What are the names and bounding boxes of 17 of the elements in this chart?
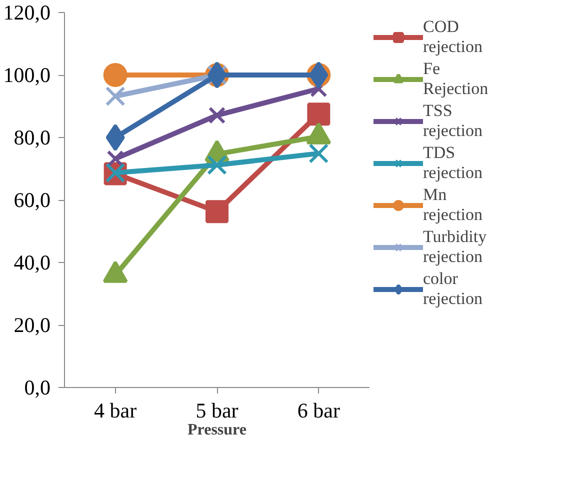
y-tick-label: 60,0 [14, 188, 50, 212]
y-tick-label: 0,0 [24, 376, 50, 400]
y-tick-label: 120,0 [3, 0, 50, 24]
y-tick-label: 40,0 [14, 250, 50, 274]
legend-label: color rejection [423, 268, 482, 310]
y-tick-label: 80,0 [14, 126, 50, 150]
legend-label: Fe Rejection [423, 58, 488, 100]
y-tick-label: 100,0 [3, 63, 50, 87]
x-axis-title: Pressure [188, 422, 246, 438]
legend-label: COD rejection [423, 16, 482, 58]
legend-label: TDS rejection [423, 142, 482, 184]
x-tick-label: 6 bar [297, 398, 340, 422]
x-tick-label: 5 bar [196, 398, 238, 422]
legend-label: Mn rejection [423, 184, 482, 226]
x-tick-label: 4 bar [94, 398, 137, 422]
legend-label: TSS rejection [423, 100, 482, 142]
y-tick-label: 20,0 [14, 313, 50, 337]
